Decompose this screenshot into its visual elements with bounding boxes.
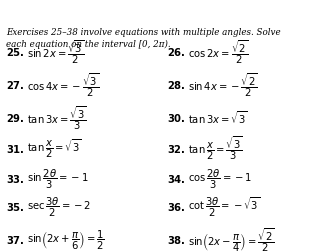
Text: $\mathbf{38.}$: $\mathbf{38.}$	[167, 233, 186, 245]
Text: $\mathbf{32.}$: $\mathbf{32.}$	[167, 142, 186, 154]
Text: $\mathbf{30.}$: $\mathbf{30.}$	[167, 111, 186, 123]
Text: $\mathbf{36.}$: $\mathbf{36.}$	[167, 200, 186, 212]
Text: $\mathbf{27.}$: $\mathbf{27.}$	[6, 79, 25, 91]
Text: $\cot\dfrac{3\theta}{2} = -\sqrt{3}$: $\cot\dfrac{3\theta}{2} = -\sqrt{3}$	[188, 195, 261, 218]
Text: $\cos 2x = \dfrac{\sqrt{2}}{2}$: $\cos 2x = \dfrac{\sqrt{2}}{2}$	[188, 39, 249, 66]
Text: $\sec\dfrac{3\theta}{2} = -2$: $\sec\dfrac{3\theta}{2} = -2$	[27, 195, 91, 218]
Text: $\tan 3x = \dfrac{\sqrt{3}}{3}$: $\tan 3x = \dfrac{\sqrt{3}}{3}$	[27, 104, 87, 131]
Text: $\mathbf{37.}$: $\mathbf{37.}$	[6, 233, 25, 245]
Text: $\mathbf{25.}$: $\mathbf{25.}$	[6, 46, 25, 58]
Text: $\mathbf{28.}$: $\mathbf{28.}$	[167, 79, 186, 91]
Text: $\sin 2x = \dfrac{\sqrt{3}}{2}$: $\sin 2x = \dfrac{\sqrt{3}}{2}$	[27, 39, 85, 66]
Text: $\mathbf{31.}$: $\mathbf{31.}$	[6, 142, 25, 154]
Text: $\cos\dfrac{2\theta}{3} = -1$: $\cos\dfrac{2\theta}{3} = -1$	[188, 167, 252, 190]
Text: $\mathbf{35.}$: $\mathbf{35.}$	[6, 200, 25, 212]
Text: $\sin 4x = -\dfrac{\sqrt{2}}{2}$: $\sin 4x = -\dfrac{\sqrt{2}}{2}$	[188, 71, 258, 99]
Text: $\tan\dfrac{x}{2} = \dfrac{\sqrt{3}}{3}$: $\tan\dfrac{x}{2} = \dfrac{\sqrt{3}}{3}$	[188, 134, 243, 162]
Text: $\mathbf{29.}$: $\mathbf{29.}$	[6, 111, 25, 123]
Text: $\sin\dfrac{2\theta}{3} = -1$: $\sin\dfrac{2\theta}{3} = -1$	[27, 167, 89, 190]
Text: $\tan 3x = \sqrt{3}$: $\tan 3x = \sqrt{3}$	[188, 109, 248, 126]
Text: $\cos 4x = -\dfrac{\sqrt{3}}{2}$: $\cos 4x = -\dfrac{\sqrt{3}}{2}$	[27, 71, 100, 99]
Text: $\mathbf{33.}$: $\mathbf{33.}$	[6, 173, 25, 185]
Text: $\tan\dfrac{x}{2} = \sqrt{3}$: $\tan\dfrac{x}{2} = \sqrt{3}$	[27, 137, 82, 160]
Text: $\sin\!\left(2x - \dfrac{\pi}{4}\right) = \dfrac{\sqrt{2}}{2}$: $\sin\!\left(2x - \dfrac{\pi}{4}\right) …	[188, 225, 275, 252]
Text: $\sin\!\left(2x + \dfrac{\pi}{6}\right) = \dfrac{1}{2}$: $\sin\!\left(2x + \dfrac{\pi}{6}\right) …	[27, 228, 105, 250]
Text: $\mathbf{34.}$: $\mathbf{34.}$	[167, 173, 186, 185]
Text: $\mathbf{26.}$: $\mathbf{26.}$	[167, 46, 186, 58]
Text: Exercises 25–38 involve equations with multiple angles. Solve
each equation on t: Exercises 25–38 involve equations with m…	[6, 28, 281, 49]
